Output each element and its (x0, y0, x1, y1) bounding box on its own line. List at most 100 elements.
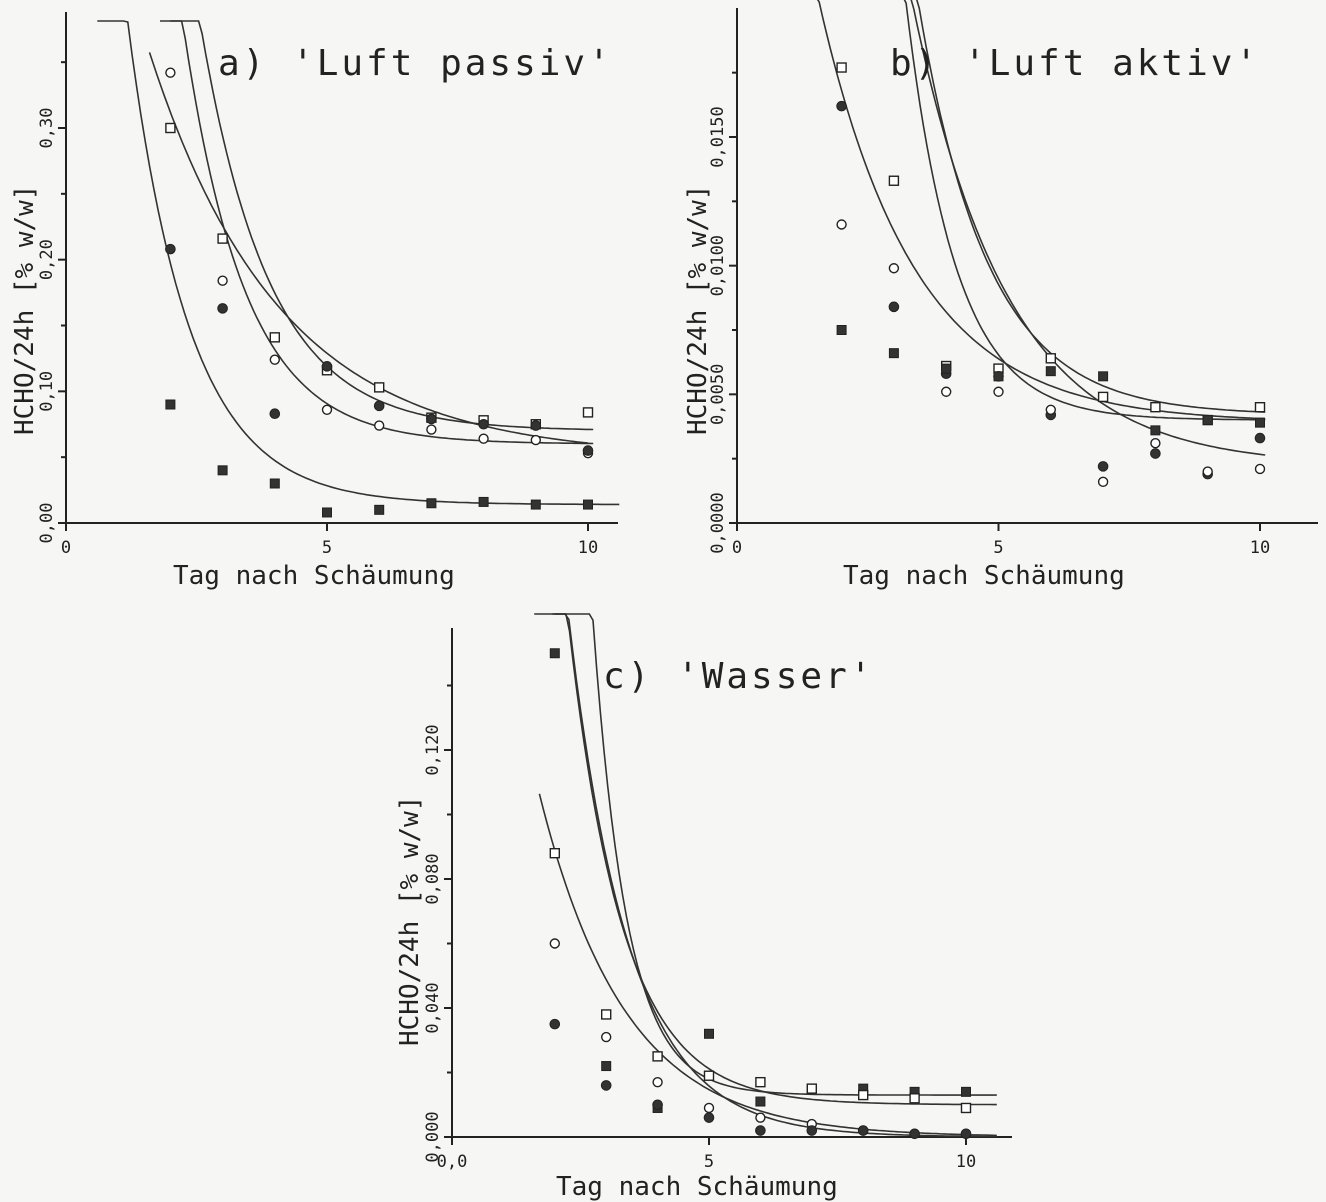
panel-c-x-tick-label: 10 (956, 1152, 976, 1172)
panel-b-point-open-square (836, 62, 847, 73)
panel-a-y-label: HCHO/24h [% w/w] (10, 185, 40, 435)
panel-a-y-tick-label: 0,20 (37, 239, 57, 280)
panel-b-point-filled-square (1045, 366, 1056, 377)
panel-c-point-open-circle (755, 1112, 766, 1123)
panel-a-point-open-square (217, 233, 228, 244)
panel-b-y-tick-label: 0,0000 (708, 492, 728, 553)
panel-a-point-filled-square (269, 478, 280, 489)
panel-c-point-open-square (806, 1083, 817, 1094)
panel-b-point-open-circle (1045, 404, 1057, 415)
panel-a-y-tick-label: 0,00 (37, 503, 57, 544)
panel-a-point-open-circle (165, 67, 176, 78)
panel-a-point-filled-square (530, 499, 541, 510)
panel-b-point-open-circle (1254, 463, 1266, 475)
panel-b-point-filled-circle (836, 100, 847, 112)
panel-c-point-filled-square (704, 1028, 714, 1039)
panel-b-x-label: Tag nach Schäumung (843, 561, 1125, 591)
panel-b-y-label: HCHO/24h [% w/w] (683, 185, 713, 435)
panel-c-x-tick-label: 0,0 (437, 1152, 468, 1172)
panel-a-x-tick-label: 5 (322, 538, 332, 558)
panel-a-point-filled-circle (582, 445, 594, 456)
panel-c-point-open-circle (549, 938, 560, 949)
panel-b-title: b) 'Luft aktiv' (890, 43, 1260, 84)
panel-a-point-filled-square (426, 498, 437, 509)
panel-b-point-open-circle (993, 386, 1004, 397)
panel-b-point-filled-square (1150, 425, 1161, 436)
panel-a-markers (165, 67, 594, 518)
panel-b-point-open-square (1150, 402, 1161, 413)
panel-c-point-filled-circle (960, 1128, 972, 1140)
panel-b: 0 5 10 0,0000 0,0050 0,0100 0,0150 b) 'Luft ak… (683, 0, 1318, 591)
panel-a-point-filled-circle (373, 400, 385, 412)
panel-b-markers (836, 62, 1266, 488)
panel-c-point-filled-circle (857, 1125, 869, 1136)
panel-a-point-filled-circle (217, 303, 228, 314)
panel-a-point-open-square (269, 332, 280, 343)
panel-a-point-filled-square (322, 507, 332, 518)
panel-a: 0 5 10 0,00 0,10 0,20 0,30 a) 'Luft passiv' Ta… (10, 12, 620, 591)
panel-a-title: a) 'Luft passiv' (218, 43, 613, 84)
panel-b-point-open-circle (1097, 476, 1109, 488)
panel-a-point-open-square (165, 122, 176, 134)
panel-c-point-filled-square (601, 1061, 612, 1072)
panel-a-y-tick-label: 0,10 (37, 371, 57, 412)
panel-b-x-tick-label: 10 (1250, 538, 1270, 558)
panel-b-point-filled-square (836, 325, 847, 335)
panel-b-point-filled-square (888, 348, 899, 359)
panel-b-point-open-square (888, 175, 900, 186)
panel-c-point-open-square (549, 848, 560, 859)
panel-b-fit-curve-3 (910, 0, 1266, 456)
panel-b-x-tick-label: 0 (732, 538, 742, 558)
panel-a-fit-curve-3 (148, 52, 589, 444)
panel-b-point-open-circle (1150, 438, 1161, 449)
panel-a-point-filled-square (374, 504, 385, 515)
panel-c-point-open-square (960, 1102, 972, 1114)
panel-a-x-tick-label: 0 (61, 538, 71, 558)
panel-c-y-tick-label: 0,040 (423, 982, 443, 1033)
panel-b-point-open-square (1045, 353, 1057, 364)
panel-a-y-tick-label: 0,30 (37, 108, 57, 149)
panel-c-point-open-circle (601, 1031, 612, 1043)
panel-c-y-tick-label: 0,120 (423, 724, 443, 775)
panel-c-title: c) 'Wasser' (603, 656, 874, 697)
panel-b-point-filled-square (1098, 371, 1109, 382)
panel-b-point-filled-circle (1254, 432, 1266, 444)
panel-b-point-open-circle (888, 263, 900, 274)
panel-a-point-open-square (374, 382, 385, 393)
panel-b-fit-curve-2 (903, 0, 1266, 421)
panel-c-point-open-square (909, 1093, 920, 1104)
panel-a-point-open-square (582, 407, 594, 418)
panel-b-point-open-square (1097, 391, 1109, 403)
panel-a-point-filled-square (217, 465, 228, 476)
panel-a-point-open-circle (321, 404, 333, 415)
panel-c-point-filled-circle (755, 1125, 766, 1136)
panel-a-point-open-circle (269, 354, 280, 365)
panel-c-point-filled-circle (806, 1125, 818, 1136)
panel-a-ticks: 0 5 10 0,00 0,10 0,20 0,30 (37, 61, 598, 558)
panel-b-point-filled-circle (1097, 461, 1109, 472)
panel-c-point-filled-square (755, 1096, 766, 1107)
panel-a-point-filled-circle (321, 361, 333, 372)
panel-b-point-open-circle (836, 219, 847, 230)
panel-c-point-open-square (858, 1089, 869, 1101)
panel-c-curves (534, 613, 997, 1138)
panel-b-y-tick-label: 0,0050 (708, 364, 728, 425)
panel-a-x-label: Tag nach Schäumung (173, 561, 455, 591)
panel-b-point-open-circle (1202, 466, 1213, 477)
panel-b-point-filled-square (1202, 415, 1213, 426)
panel-a-point-filled-circle (269, 408, 281, 420)
panel-c-point-filled-circle (703, 1112, 715, 1123)
panel-b-point-filled-circle (888, 301, 900, 313)
panel-c-point-open-square (755, 1076, 766, 1088)
panel-c-x-label: Tag nach Schäumung (556, 1172, 838, 1202)
panel-a-curves (97, 20, 620, 506)
panel-a-point-filled-square (583, 499, 593, 510)
panel-c: 0,0 5 10 0,000 0,040 0,080 0,120 c) 'Wasser' T… (395, 613, 1012, 1202)
panel-b-x-tick-label: 5 (993, 538, 1003, 558)
panel-a-point-filled-circle (530, 420, 542, 431)
panel-b-point-open-circle (941, 386, 952, 397)
panel-a-fit-curve-1 (160, 20, 594, 445)
panel-c-ticks: 0,0 5 10 0,000 0,040 0,080 0,120 (423, 684, 976, 1172)
panel-c-point-filled-circle (549, 1018, 561, 1030)
panel-b-point-open-square (1254, 402, 1266, 413)
